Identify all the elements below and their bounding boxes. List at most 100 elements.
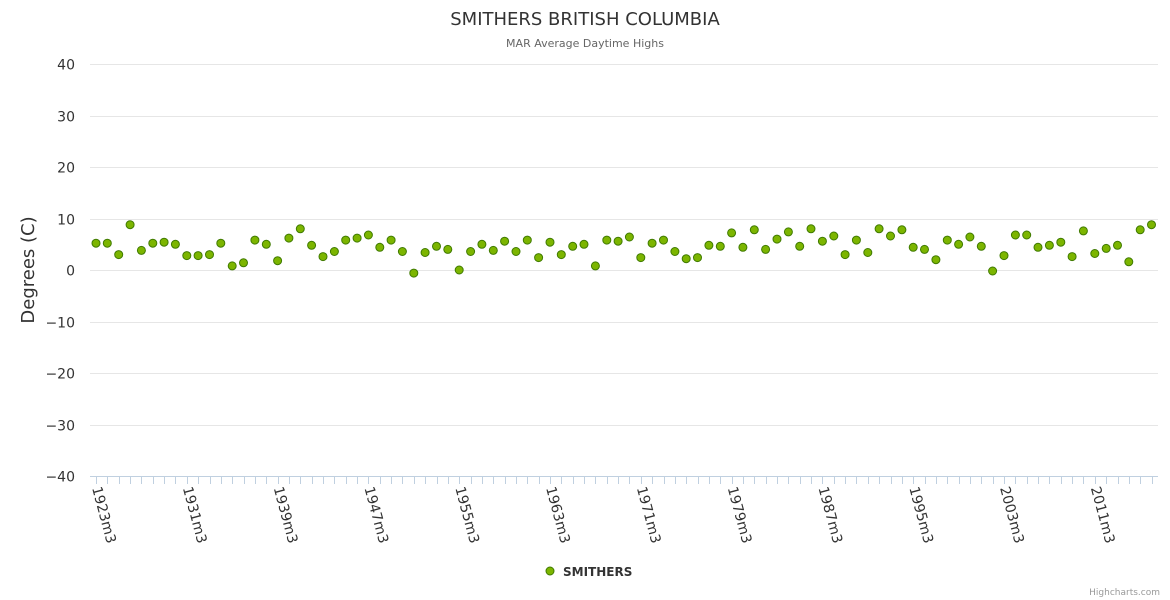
data-point[interactable]: [693, 253, 702, 263]
data-point[interactable]: [182, 251, 192, 261]
credits[interactable]: Highcharts.com: [1089, 588, 1160, 598]
data-point[interactable]: [976, 241, 986, 251]
data-point[interactable]: [432, 241, 441, 251]
data-point[interactable]: [443, 244, 453, 254]
data-point[interactable]: [500, 236, 510, 246]
data-point[interactable]: [670, 247, 680, 256]
data-point[interactable]: [863, 248, 873, 257]
data-point[interactable]: [602, 235, 612, 245]
data-point[interactable]: [931, 255, 941, 265]
data-point[interactable]: [307, 240, 317, 250]
y-axis: 40 30 20 10 0 −10 −20 −30 −40: [45, 58, 75, 486]
data-point[interactable]: [205, 250, 214, 260]
data-point[interactable]: [534, 253, 544, 263]
data-point[interactable]: [114, 250, 124, 260]
data-point[interactable]: [817, 236, 827, 246]
data-point[interactable]: [216, 238, 226, 248]
data-point[interactable]: [647, 238, 657, 248]
data-point[interactable]: [125, 220, 135, 230]
data-point[interactable]: [568, 241, 578, 251]
data-point[interactable]: [1147, 220, 1156, 230]
data-point[interactable]: [295, 224, 305, 234]
data-point[interactable]: [250, 235, 260, 245]
data-point[interactable]: [942, 235, 952, 245]
data-point[interactable]: [999, 251, 1009, 261]
data-point[interactable]: [772, 234, 782, 244]
data-point[interactable]: [851, 235, 861, 245]
data-point[interactable]: [352, 233, 362, 243]
data-point[interactable]: [363, 230, 373, 240]
data-point[interactable]: [704, 240, 714, 250]
data-point[interactable]: [738, 242, 748, 252]
data-point[interactable]: [329, 247, 339, 256]
data-point[interactable]: [829, 231, 839, 241]
data-point[interactable]: [761, 244, 771, 254]
data-point[interactable]: [227, 261, 237, 271]
legend-label-smithers[interactable]: SMITHERS: [563, 565, 632, 579]
data-point[interactable]: [454, 265, 464, 275]
data-point[interactable]: [749, 225, 759, 235]
data-point[interactable]: [466, 247, 476, 256]
data-point[interactable]: [954, 239, 964, 249]
data-point[interactable]: [886, 231, 895, 241]
data-point[interactable]: [1044, 240, 1054, 250]
data-point[interactable]: [920, 244, 929, 254]
data-point[interactable]: [477, 239, 487, 249]
data-point[interactable]: [795, 241, 805, 251]
data-point[interactable]: [397, 247, 407, 256]
data-point[interactable]: [1078, 226, 1088, 236]
data-point[interactable]: [375, 242, 385, 252]
data-point[interactable]: [420, 248, 430, 257]
data-point[interactable]: [522, 235, 532, 245]
data-point[interactable]: [284, 233, 294, 243]
data-point[interactable]: [590, 261, 600, 271]
data-point[interactable]: [511, 247, 521, 256]
data-point[interactable]: [1090, 249, 1100, 258]
data-point[interactable]: [840, 250, 850, 260]
data-point[interactable]: [409, 268, 419, 278]
data-point[interactable]: [806, 224, 816, 234]
data-point[interactable]: [965, 232, 975, 242]
data-point[interactable]: [783, 227, 793, 237]
data-point[interactable]: [1113, 240, 1122, 250]
legend-marker: [545, 566, 555, 576]
data-point[interactable]: [1010, 230, 1020, 240]
series-smithers[interactable]: [91, 220, 1156, 278]
data-point[interactable]: [1033, 242, 1043, 252]
data-point[interactable]: [1135, 225, 1145, 235]
data-point[interactable]: [874, 224, 884, 234]
data-point[interactable]: [545, 237, 555, 247]
data-point[interactable]: [318, 252, 328, 262]
data-point[interactable]: [148, 238, 158, 248]
data-point[interactable]: [556, 250, 566, 260]
data-point[interactable]: [91, 238, 101, 248]
data-point[interactable]: [136, 245, 146, 255]
data-point[interactable]: [613, 236, 623, 246]
data-point[interactable]: [681, 254, 691, 264]
data-point[interactable]: [579, 239, 589, 249]
data-point[interactable]: [1101, 243, 1111, 253]
data-point[interactable]: [488, 245, 498, 255]
data-point[interactable]: [897, 225, 907, 235]
data-point[interactable]: [386, 235, 396, 245]
data-point[interactable]: [1022, 230, 1032, 240]
data-point[interactable]: [1124, 257, 1134, 267]
data-point[interactable]: [659, 235, 668, 245]
data-point[interactable]: [988, 266, 998, 276]
data-point[interactable]: [239, 258, 248, 268]
data-point[interactable]: [636, 253, 646, 263]
data-point[interactable]: [193, 251, 203, 261]
data-point[interactable]: [341, 235, 351, 245]
data-point[interactable]: [624, 232, 634, 242]
data-point[interactable]: [908, 242, 918, 252]
data-point[interactable]: [727, 228, 737, 238]
data-point[interactable]: [102, 238, 112, 248]
legend[interactable]: SMITHERS: [545, 565, 632, 579]
data-point[interactable]: [1056, 237, 1066, 247]
data-point[interactable]: [261, 239, 271, 249]
data-point[interactable]: [159, 237, 169, 247]
data-point[interactable]: [715, 241, 725, 251]
data-point[interactable]: [273, 256, 283, 266]
data-point[interactable]: [1067, 252, 1077, 262]
data-point[interactable]: [170, 239, 180, 249]
